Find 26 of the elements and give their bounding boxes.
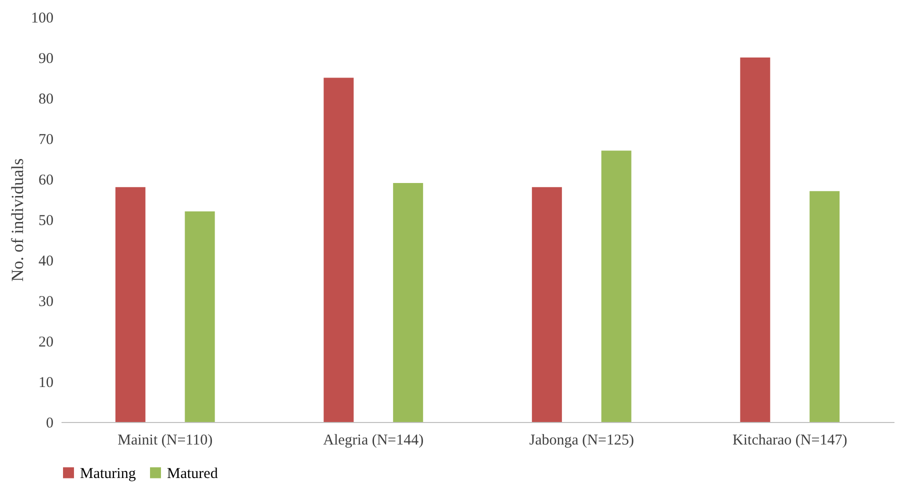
x-tick-label: Kitcharao (N=147)	[732, 432, 848, 448]
x-tick-label: Alegria (N=144)	[323, 432, 424, 448]
y-tick-label: 0	[46, 416, 54, 432]
y-tick-label: 10	[38, 375, 54, 391]
y-tick-label: 90	[38, 51, 54, 67]
y-tick-label: 40	[38, 254, 54, 270]
y-tick-label: 60	[38, 172, 54, 188]
legend-label: Maturing	[80, 466, 136, 482]
legend-label: Matured	[167, 466, 218, 482]
bar	[184, 211, 215, 422]
bar	[393, 183, 424, 422]
x-tick-label: Jabonga (N=125)	[529, 432, 634, 448]
y-axis-title: No. of individuals	[8, 158, 27, 282]
y-tick-label: 50	[38, 213, 54, 229]
x-tick-label: Mainit (N=110)	[118, 432, 213, 448]
bar	[810, 191, 840, 422]
y-tick-label: 80	[38, 92, 54, 108]
bar	[601, 150, 632, 422]
y-tick-label: 70	[38, 132, 54, 148]
bar	[740, 58, 770, 422]
y-tick-label: 20	[38, 334, 54, 350]
bar	[532, 187, 562, 422]
y-tick-label: 30	[38, 294, 54, 310]
y-tick-label: 100	[31, 10, 54, 26]
bar	[115, 187, 146, 422]
bar	[324, 78, 354, 422]
